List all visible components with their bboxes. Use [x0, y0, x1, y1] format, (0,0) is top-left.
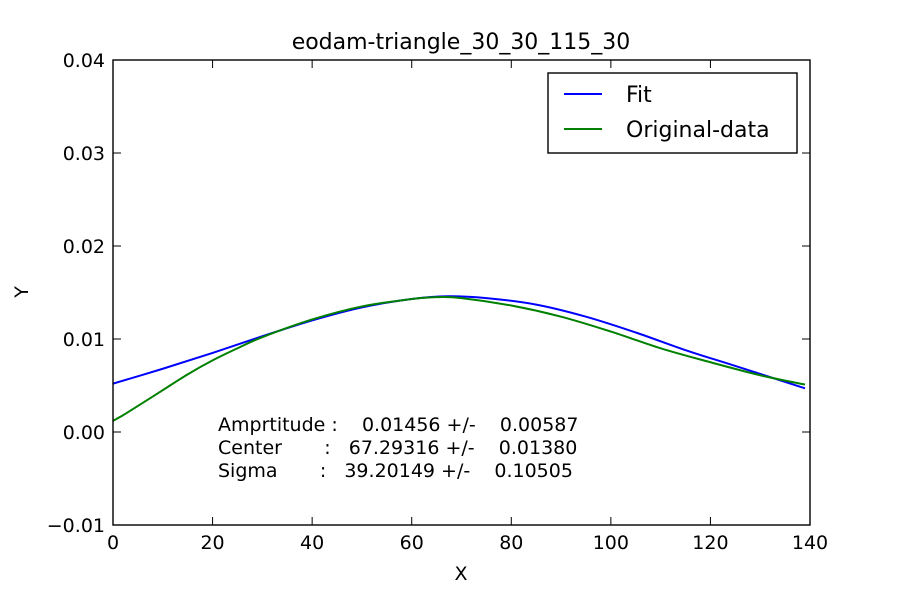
x-tick-label: 60 [400, 532, 424, 554]
annotation-line: Center : 67.29316 +/- 0.01380 [218, 437, 577, 459]
x-tick-label: 20 [200, 532, 224, 554]
legend-label-original-data: Original-data [626, 118, 770, 143]
y-tick-label: 0.02 [63, 236, 105, 258]
annotation-line: Amprtitude : 0.01456 +/- 0.00587 [218, 414, 578, 436]
series-lines [112, 295, 806, 422]
y-tick-label: 0.00 [63, 422, 105, 444]
axis-ticks: 0 20 40 60 80 100 120 140 −0.01 0.00 0.01 0.02 0.03 0… [47, 50, 828, 554]
series-line-original-data [112, 296, 806, 422]
x-tick-label: 0 [107, 532, 119, 554]
x-tick-label: 120 [692, 532, 728, 554]
annotation-line: Sigma : 39.20149 +/- 0.10505 [218, 460, 573, 482]
x-tick-label: 100 [593, 532, 629, 554]
x-tick-label: 140 [792, 532, 828, 554]
legend-box [547, 72, 798, 154]
y-tick-label: 0.04 [63, 50, 105, 72]
legend-label-fit: Fit [626, 83, 652, 108]
plot-frame [112, 59, 811, 526]
y-tick-label: −0.01 [47, 515, 105, 537]
x-tick-label: 80 [499, 532, 523, 554]
x-tick-label: 40 [300, 532, 324, 554]
chart-title: eodam-triangle_30_30_115_30 [292, 30, 631, 55]
y-tick-label: 0.01 [63, 329, 105, 351]
y-axis-label: Y [11, 286, 33, 299]
x-axis-label: X [454, 563, 467, 585]
legend: Fit Original-data [547, 72, 798, 154]
y-tick-label: 0.03 [63, 143, 105, 165]
